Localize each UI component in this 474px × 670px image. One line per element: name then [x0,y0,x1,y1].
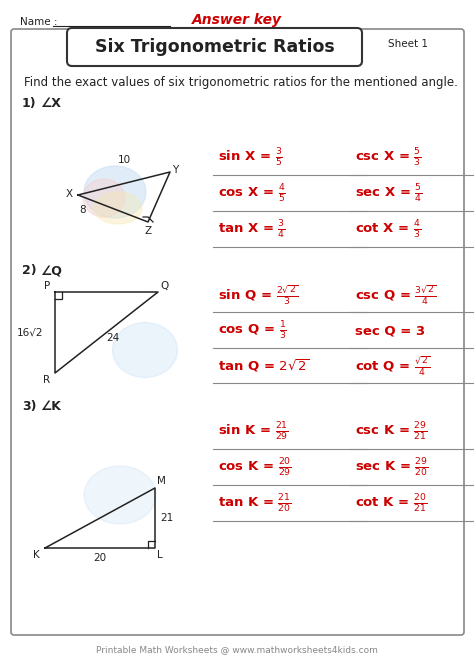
Text: cos X = $\frac{4}{5}$: cos X = $\frac{4}{5}$ [218,183,286,205]
Ellipse shape [84,166,146,218]
Text: Find the exact values of six trigonometric ratios for the mentioned angle.: Find the exact values of six trigonometr… [24,76,458,89]
FancyBboxPatch shape [11,29,464,635]
Ellipse shape [84,466,156,524]
Text: cos Q = $\frac{1}{3}$: cos Q = $\frac{1}{3}$ [218,320,287,342]
Text: csc K = $\frac{29}{21}$: csc K = $\frac{29}{21}$ [355,421,428,443]
Text: Sheet 1: Sheet 1 [388,39,428,49]
Text: 3): 3) [22,400,36,413]
Text: sec X = $\frac{5}{4}$: sec X = $\frac{5}{4}$ [355,183,423,205]
Text: tan X = $\frac{3}{4}$: tan X = $\frac{3}{4}$ [218,219,286,241]
Text: cos K = $\frac{20}{29}$: cos K = $\frac{20}{29}$ [218,457,292,479]
Text: X: X [66,189,73,199]
Text: sin Q = $\frac{2\sqrt{2}}{3}$: sin Q = $\frac{2\sqrt{2}}{3}$ [218,283,298,307]
Text: 10: 10 [118,155,130,165]
Text: ∠Q: ∠Q [40,264,62,277]
Text: 8: 8 [80,205,86,215]
Text: Printable Math Worksheets @ www.mathworksheets4kids.com: Printable Math Worksheets @ www.mathwork… [96,645,378,654]
Text: Y: Y [172,165,178,175]
Text: 2): 2) [22,264,36,277]
Text: sec K = $\frac{29}{20}$: sec K = $\frac{29}{20}$ [355,457,429,479]
Text: sin K = $\frac{21}{29}$: sin K = $\frac{21}{29}$ [218,421,289,443]
Text: P: P [44,281,50,291]
Text: sin X = $\frac{3}{5}$: sin X = $\frac{3}{5}$ [218,147,283,169]
Text: tan K = $\frac{21}{20}$: tan K = $\frac{21}{20}$ [218,493,292,515]
Ellipse shape [94,192,142,224]
Text: sec Q = 3: sec Q = 3 [355,324,425,338]
Text: R: R [43,375,50,385]
Text: 20: 20 [93,553,107,563]
Text: 24: 24 [106,333,119,343]
Text: 21: 21 [160,513,173,523]
Text: 1): 1) [22,97,36,110]
Text: cot K = $\frac{20}{21}$: cot K = $\frac{20}{21}$ [355,493,427,515]
Text: ∠K: ∠K [40,400,61,413]
Ellipse shape [112,322,177,377]
Text: L: L [157,550,163,560]
Text: csc Q = $\frac{3\sqrt{2}}{4}$: csc Q = $\frac{3\sqrt{2}}{4}$ [355,283,437,307]
FancyBboxPatch shape [67,28,362,66]
Ellipse shape [83,179,125,217]
Text: csc X = $\frac{5}{3}$: csc X = $\frac{5}{3}$ [355,147,422,169]
Text: Answer key: Answer key [192,13,282,27]
Text: cot X = $\frac{4}{3}$: cot X = $\frac{4}{3}$ [355,219,421,241]
Text: Q: Q [160,281,168,291]
Text: M: M [157,476,166,486]
Text: tan Q = $2\sqrt{2}$: tan Q = $2\sqrt{2}$ [218,358,310,375]
Text: cot Q = $\frac{\sqrt{2}}{4}$: cot Q = $\frac{\sqrt{2}}{4}$ [355,354,430,378]
Text: 16√2: 16√2 [17,328,43,338]
Text: K: K [33,550,40,560]
Text: Name :: Name : [20,17,61,27]
Text: ∠X: ∠X [40,97,61,110]
Text: Z: Z [145,226,152,236]
Text: Six Trigonometric Ratios: Six Trigonometric Ratios [95,38,335,56]
